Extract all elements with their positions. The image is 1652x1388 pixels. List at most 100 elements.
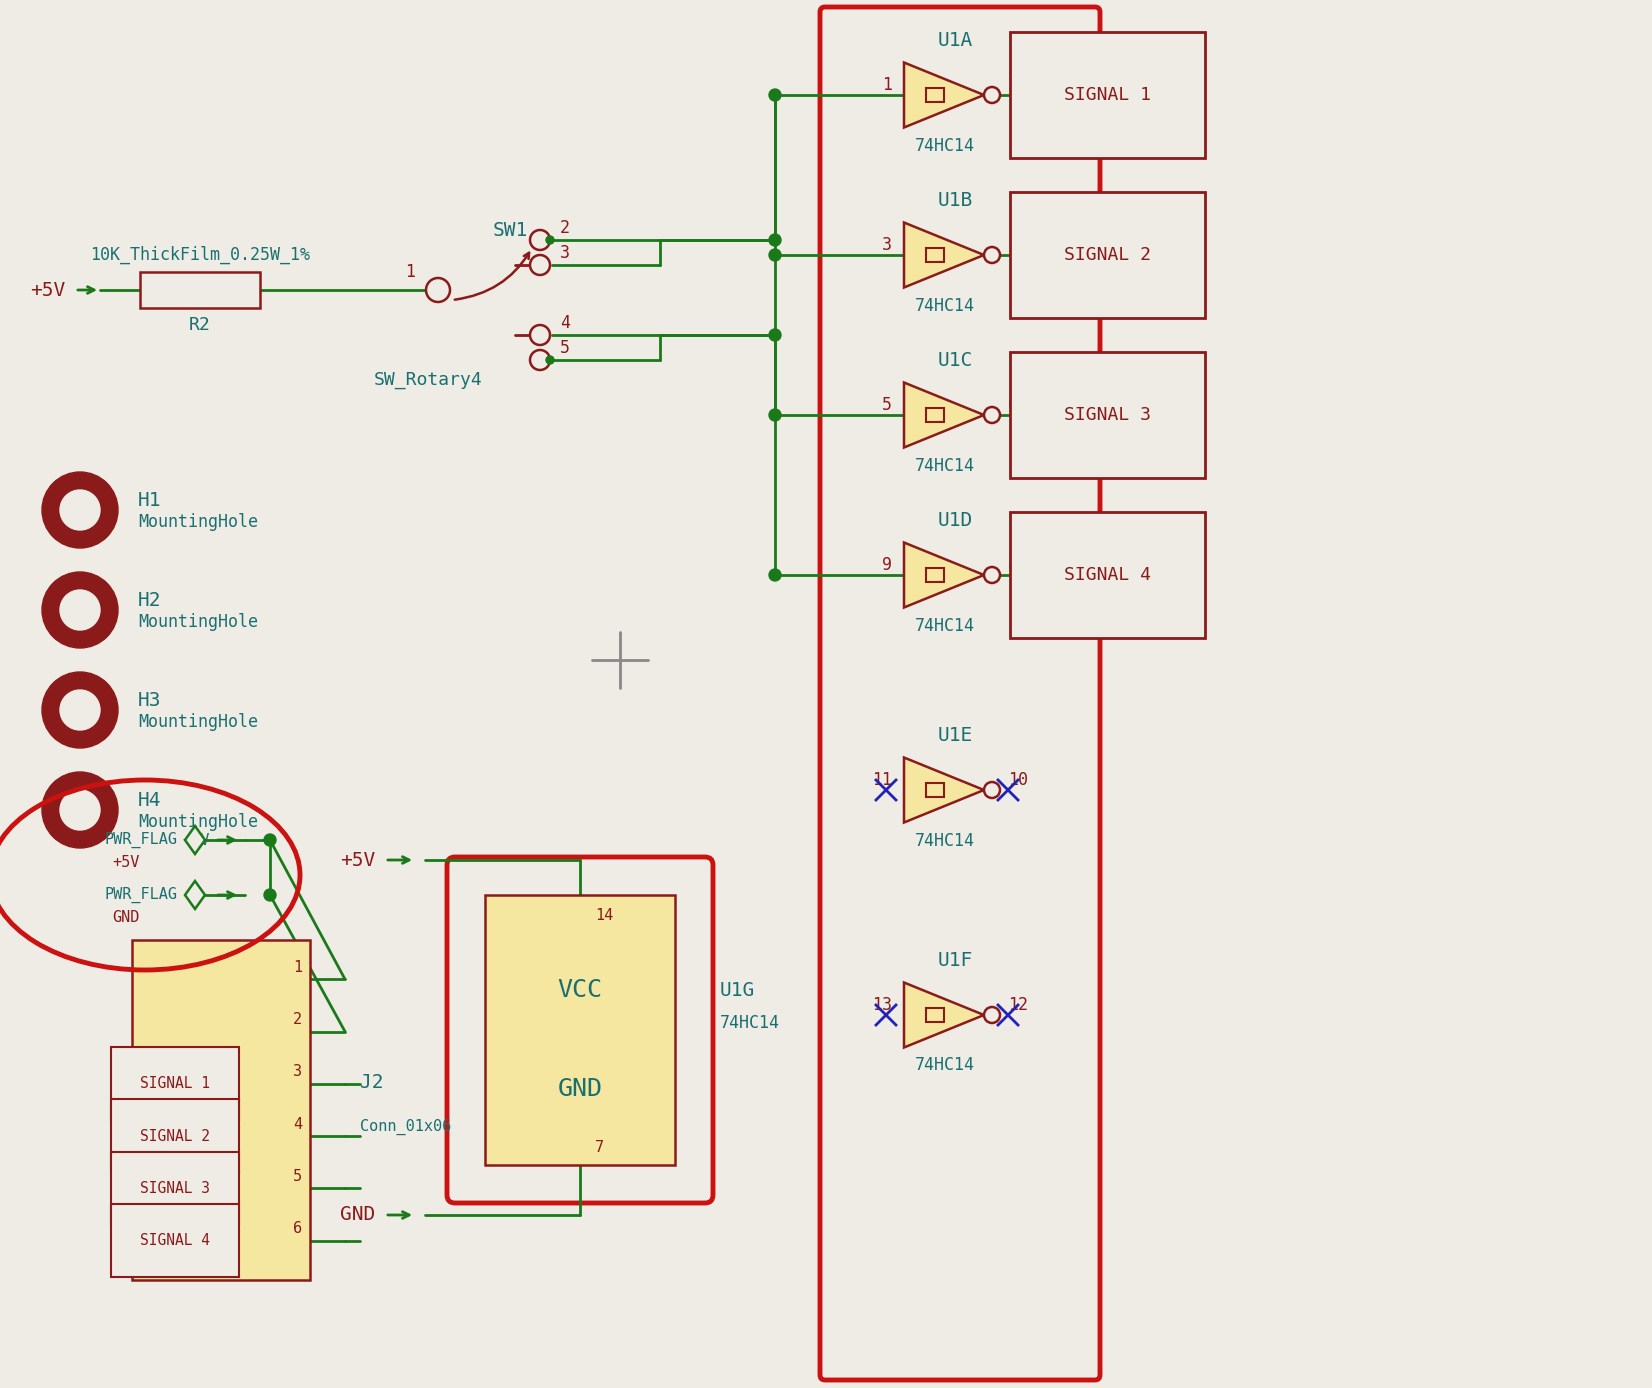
Text: 8: 8 <box>1008 557 1018 575</box>
Text: U1G: U1G <box>720 981 755 999</box>
Bar <box>486 895 676 1165</box>
Polygon shape <box>904 983 985 1048</box>
Text: SIGNAL 3: SIGNAL 3 <box>140 1181 210 1196</box>
Text: H4: H4 <box>139 791 162 809</box>
Circle shape <box>985 568 999 583</box>
Text: SIGNAL 1: SIGNAL 1 <box>140 1076 210 1091</box>
Text: PWR_FLAG: PWR_FLAG <box>104 887 177 904</box>
Bar <box>927 1008 943 1022</box>
Circle shape <box>547 355 553 364</box>
Text: R2: R2 <box>188 316 211 335</box>
Circle shape <box>985 781 999 798</box>
Text: MountingHole: MountingHole <box>139 514 258 532</box>
Text: U1A: U1A <box>937 31 973 50</box>
Text: 5: 5 <box>560 339 570 357</box>
Text: +5V: +5V <box>112 855 140 869</box>
Text: MountingHole: MountingHole <box>139 713 258 731</box>
Text: 5: 5 <box>292 1169 302 1184</box>
Text: 13: 13 <box>872 997 892 1015</box>
Text: 2: 2 <box>1008 76 1018 94</box>
Text: SW_Rotary4: SW_Rotary4 <box>373 371 482 389</box>
Text: MountingHole: MountingHole <box>139 613 258 632</box>
Text: 7: 7 <box>595 1140 605 1155</box>
Text: SIGNAL 2: SIGNAL 2 <box>140 1128 210 1144</box>
Text: 6: 6 <box>292 1221 302 1237</box>
Text: 3: 3 <box>560 244 570 262</box>
Bar <box>927 248 943 262</box>
Text: U1E: U1E <box>937 726 973 745</box>
Text: 3: 3 <box>882 236 892 254</box>
Text: 3: 3 <box>292 1065 302 1080</box>
Bar <box>927 783 943 797</box>
Circle shape <box>530 350 550 371</box>
Circle shape <box>41 572 117 648</box>
Circle shape <box>768 248 781 261</box>
Circle shape <box>985 87 999 103</box>
Circle shape <box>985 407 999 423</box>
Text: MountingHole: MountingHole <box>139 813 258 831</box>
Circle shape <box>768 569 781 582</box>
Text: 74HC14: 74HC14 <box>915 136 975 154</box>
Bar <box>927 408 943 422</box>
Circle shape <box>768 409 781 421</box>
Text: GND: GND <box>340 1206 375 1224</box>
Circle shape <box>59 590 101 630</box>
Circle shape <box>547 236 553 244</box>
Polygon shape <box>185 826 205 854</box>
Text: 74HC14: 74HC14 <box>915 297 975 315</box>
Bar <box>140 272 259 308</box>
Text: 10: 10 <box>1008 770 1028 788</box>
Circle shape <box>530 255 550 275</box>
Polygon shape <box>904 222 985 287</box>
Text: U1D: U1D <box>937 511 973 530</box>
Text: 10K_ThickFilm_0.25W_1%: 10K_ThickFilm_0.25W_1% <box>89 246 311 264</box>
Text: 14: 14 <box>595 908 613 923</box>
Text: H1: H1 <box>139 490 162 509</box>
Text: GND: GND <box>557 1077 603 1102</box>
Text: SIGNAL 4: SIGNAL 4 <box>140 1234 210 1248</box>
Text: H3: H3 <box>139 690 162 709</box>
Text: 74HC14: 74HC14 <box>915 616 975 634</box>
Text: 4: 4 <box>1008 236 1018 254</box>
Text: U1C: U1C <box>937 351 973 371</box>
Circle shape <box>264 834 276 847</box>
Polygon shape <box>904 383 985 447</box>
Polygon shape <box>904 758 985 823</box>
Text: 74HC14: 74HC14 <box>915 1056 975 1074</box>
Text: SIGNAL 2: SIGNAL 2 <box>1064 246 1151 264</box>
Text: 1: 1 <box>405 262 415 280</box>
Circle shape <box>426 278 449 303</box>
Circle shape <box>264 888 276 901</box>
Text: 4: 4 <box>560 314 570 332</box>
Circle shape <box>768 235 781 246</box>
Circle shape <box>985 247 999 262</box>
Text: +5V: +5V <box>340 851 375 869</box>
Circle shape <box>530 325 550 346</box>
Circle shape <box>41 772 117 848</box>
Text: 11: 11 <box>872 770 892 788</box>
Bar <box>132 940 311 1280</box>
Text: U1F: U1F <box>937 951 973 970</box>
Circle shape <box>41 672 117 748</box>
Text: SW1: SW1 <box>492 221 529 240</box>
Text: +5V: +5V <box>183 833 210 848</box>
Circle shape <box>768 89 781 101</box>
Circle shape <box>985 1008 999 1023</box>
Bar <box>927 568 943 582</box>
Text: Conn_01x06: Conn_01x06 <box>360 1119 451 1135</box>
Text: H2: H2 <box>139 590 162 609</box>
Text: SIGNAL 1: SIGNAL 1 <box>1064 86 1151 104</box>
Text: PWR_FLAG: PWR_FLAG <box>104 831 177 848</box>
Text: 1: 1 <box>292 959 302 974</box>
Circle shape <box>59 690 101 730</box>
Text: 2: 2 <box>560 219 570 237</box>
Text: VCC: VCC <box>557 977 603 1002</box>
Text: +5V: +5V <box>30 280 64 300</box>
Text: 9: 9 <box>882 557 892 575</box>
Text: SIGNAL 4: SIGNAL 4 <box>1064 566 1151 584</box>
Text: 6: 6 <box>1008 396 1018 414</box>
Text: 74HC14: 74HC14 <box>720 1015 780 1033</box>
Bar <box>927 87 943 101</box>
Text: J2: J2 <box>360 1073 383 1092</box>
Text: SIGNAL 3: SIGNAL 3 <box>1064 407 1151 423</box>
